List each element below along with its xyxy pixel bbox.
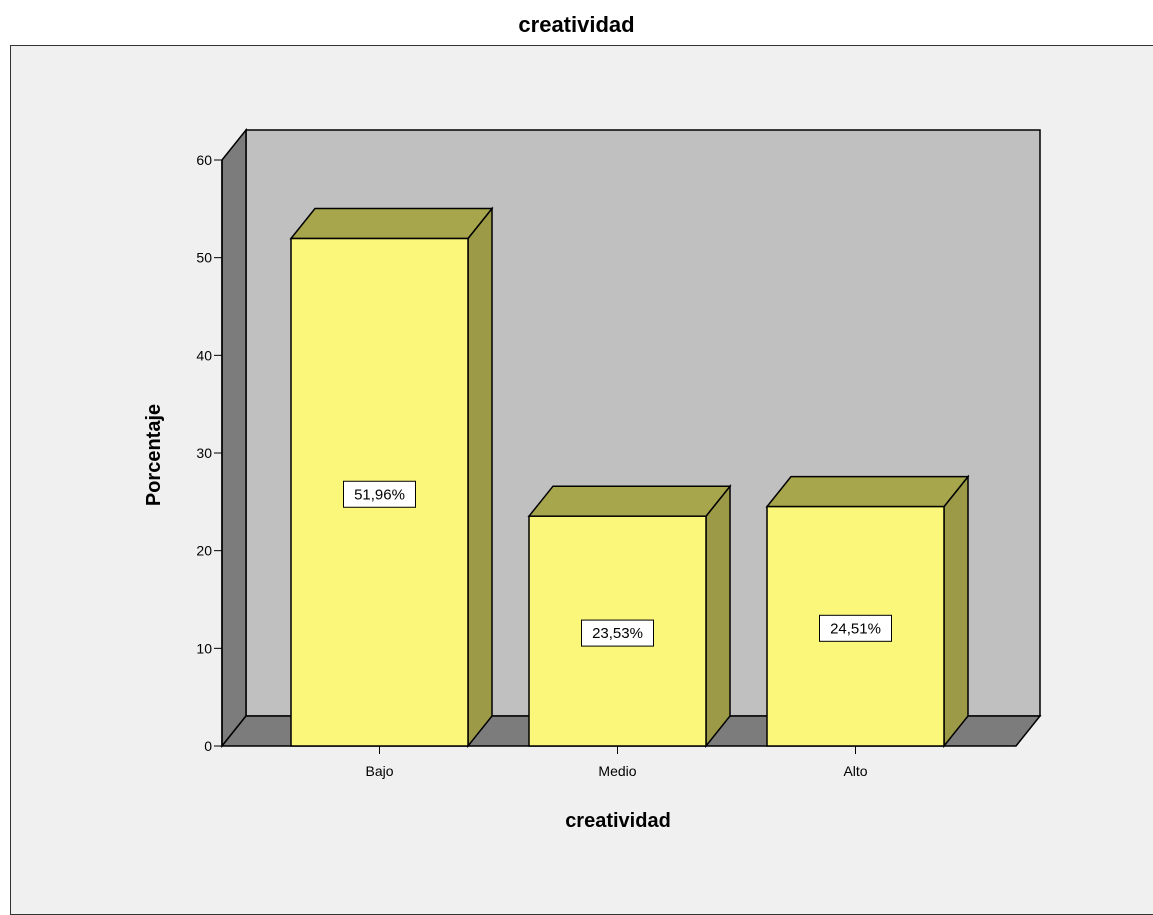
x-tick-label-alto: Alto (843, 763, 867, 779)
y-tick-label-50: 50 (196, 250, 212, 266)
x-tick-label-bajo: Bajo (365, 763, 393, 779)
y-tick-label-20: 20 (196, 543, 212, 559)
bar-side-2 (943, 474, 969, 749)
y-tick-label-60: 60 (196, 152, 212, 168)
side-wall (221, 127, 247, 749)
x-tick-label-medio: Medio (598, 763, 636, 779)
y-tick-label-40: 40 (196, 347, 212, 363)
bars: 51,96% 23,53% 24,51% (289, 206, 970, 749)
chart-title: creatividad (518, 12, 635, 37)
bar-label-box-2 (819, 614, 892, 642)
bar-side-0 (467, 206, 493, 749)
bar-top-1 (527, 485, 732, 517)
y-tick-label-30: 30 (196, 445, 212, 461)
bar-label-2: 24,51% (830, 620, 881, 637)
bar-bajo: 51,96% (289, 206, 494, 749)
bar-label-box-1 (581, 619, 654, 647)
bar-side-1 (705, 484, 731, 749)
y-tick-label-0: 0 (204, 738, 212, 754)
bar-label-box-0 (343, 480, 416, 508)
x-axis: Bajo Medio Alto (365, 746, 868, 779)
bar-alto: 24,51% (765, 474, 970, 749)
y-axis: 0 10 20 30 40 50 60 (196, 152, 223, 754)
y-axis-title: Porcentaje (143, 404, 165, 506)
bar-label-0: 51,96% (354, 486, 405, 503)
bar-medio: 23,53% (527, 484, 732, 749)
bar-top-2 (765, 475, 970, 508)
bar-label-1: 23,53% (592, 625, 643, 642)
bar-top-0 (289, 207, 494, 240)
y-tick-label-10: 10 (196, 640, 212, 656)
x-axis-title: creatividad (565, 810, 671, 832)
